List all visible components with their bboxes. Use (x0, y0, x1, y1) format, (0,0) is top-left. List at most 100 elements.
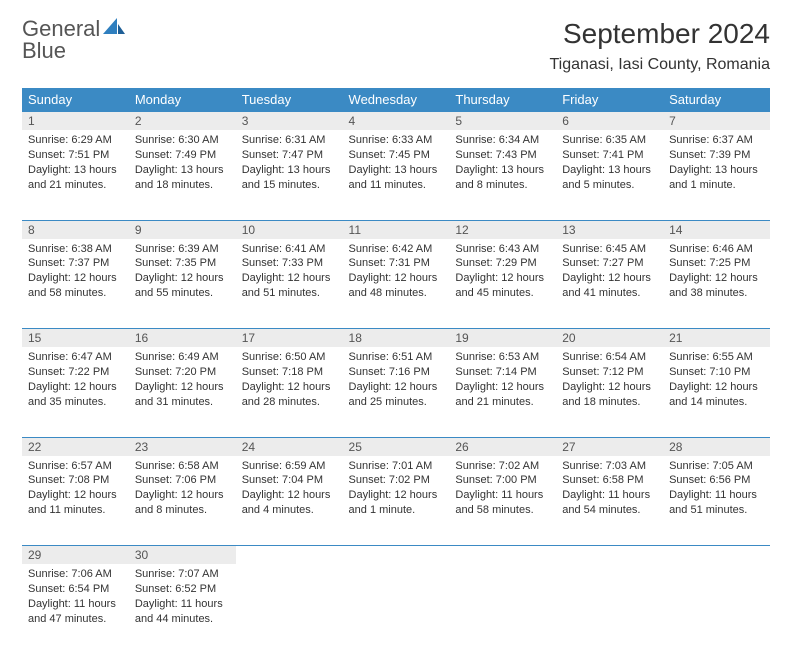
day-number-row: 22232425262728 (22, 437, 770, 456)
day-cell: Sunrise: 6:29 AMSunset: 7:51 PMDaylight:… (22, 130, 129, 220)
sunset-line: Sunset: 7:33 PM (242, 256, 337, 271)
daylight-line: Daylight: 12 hours and 35 minutes. (28, 380, 123, 410)
sunrise-line: Sunrise: 6:33 AM (349, 133, 444, 148)
title-block: September 2024 Tiganasi, Iasi County, Ro… (549, 18, 770, 74)
location: Tiganasi, Iasi County, Romania (549, 56, 770, 74)
day-number-row: 2930 (22, 546, 770, 565)
sunset-line: Sunset: 7:00 PM (455, 473, 550, 488)
sunrise-line: Sunrise: 6:35 AM (562, 133, 657, 148)
sunset-line: Sunset: 7:49 PM (135, 148, 230, 163)
sunset-line: Sunset: 7:25 PM (669, 256, 764, 271)
sunset-line: Sunset: 7:31 PM (349, 256, 444, 271)
day-number: 27 (556, 437, 663, 456)
day-cell: Sunrise: 6:35 AMSunset: 7:41 PMDaylight:… (556, 130, 663, 220)
day-cell: Sunrise: 7:02 AMSunset: 7:00 PMDaylight:… (449, 456, 556, 546)
month-title: September 2024 (549, 18, 770, 50)
day-cell: Sunrise: 7:01 AMSunset: 7:02 PMDaylight:… (343, 456, 450, 546)
daylight-line: Daylight: 12 hours and 31 minutes. (135, 380, 230, 410)
dow-header: Monday (129, 88, 236, 112)
empty-cell (343, 546, 450, 565)
day-number: 7 (663, 112, 770, 131)
day-number: 13 (556, 220, 663, 239)
brand-word2: Blue (22, 38, 66, 63)
daylight-line: Daylight: 12 hours and 55 minutes. (135, 271, 230, 301)
daylight-line: Daylight: 12 hours and 25 minutes. (349, 380, 444, 410)
day-cell: Sunrise: 6:50 AMSunset: 7:18 PMDaylight:… (236, 347, 343, 437)
day-number: 25 (343, 437, 450, 456)
day-cell: Sunrise: 6:43 AMSunset: 7:29 PMDaylight:… (449, 239, 556, 329)
sunset-line: Sunset: 7:12 PM (562, 365, 657, 380)
daylight-line: Daylight: 12 hours and 11 minutes. (28, 488, 123, 518)
sunrise-line: Sunrise: 6:51 AM (349, 350, 444, 365)
calendar-body: 1234567Sunrise: 6:29 AMSunset: 7:51 PMDa… (22, 112, 770, 654)
empty-cell (449, 546, 556, 565)
sunrise-line: Sunrise: 6:45 AM (562, 242, 657, 257)
dow-header: Sunday (22, 88, 129, 112)
sunrise-line: Sunrise: 6:49 AM (135, 350, 230, 365)
day-number: 2 (129, 112, 236, 131)
week-row: Sunrise: 6:47 AMSunset: 7:22 PMDaylight:… (22, 347, 770, 437)
sunset-line: Sunset: 6:56 PM (669, 473, 764, 488)
week-row: Sunrise: 6:57 AMSunset: 7:08 PMDaylight:… (22, 456, 770, 546)
sunrise-line: Sunrise: 6:55 AM (669, 350, 764, 365)
day-number-row: 891011121314 (22, 220, 770, 239)
daylight-line: Daylight: 12 hours and 14 minutes. (669, 380, 764, 410)
day-number: 8 (22, 220, 129, 239)
dow-header: Wednesday (343, 88, 450, 112)
daylight-line: Daylight: 11 hours and 51 minutes. (669, 488, 764, 518)
sunrise-line: Sunrise: 6:37 AM (669, 133, 764, 148)
daylight-line: Daylight: 11 hours and 58 minutes. (455, 488, 550, 518)
day-cell: Sunrise: 6:54 AMSunset: 7:12 PMDaylight:… (556, 347, 663, 437)
daylight-line: Daylight: 12 hours and 41 minutes. (562, 271, 657, 301)
empty-cell (556, 546, 663, 565)
sunset-line: Sunset: 7:41 PM (562, 148, 657, 163)
dow-header: Friday (556, 88, 663, 112)
sunset-line: Sunset: 7:43 PM (455, 148, 550, 163)
sunrise-line: Sunrise: 7:06 AM (28, 567, 123, 582)
sunset-line: Sunset: 7:10 PM (669, 365, 764, 380)
sunrise-line: Sunrise: 7:01 AM (349, 459, 444, 474)
sunset-line: Sunset: 7:06 PM (135, 473, 230, 488)
day-cell: Sunrise: 7:03 AMSunset: 6:58 PMDaylight:… (556, 456, 663, 546)
sunset-line: Sunset: 7:45 PM (349, 148, 444, 163)
sunrise-line: Sunrise: 6:59 AM (242, 459, 337, 474)
empty-cell (343, 564, 450, 654)
day-cell: Sunrise: 6:30 AMSunset: 7:49 PMDaylight:… (129, 130, 236, 220)
day-number: 12 (449, 220, 556, 239)
daylight-line: Daylight: 12 hours and 48 minutes. (349, 271, 444, 301)
empty-cell (449, 564, 556, 654)
day-cell: Sunrise: 6:51 AMSunset: 7:16 PMDaylight:… (343, 347, 450, 437)
sunset-line: Sunset: 7:29 PM (455, 256, 550, 271)
sunrise-line: Sunrise: 6:29 AM (28, 133, 123, 148)
day-number: 1 (22, 112, 129, 131)
empty-cell (236, 564, 343, 654)
sunrise-line: Sunrise: 6:42 AM (349, 242, 444, 257)
daylight-line: Daylight: 13 hours and 15 minutes. (242, 163, 337, 193)
sunset-line: Sunset: 7:04 PM (242, 473, 337, 488)
day-cell: Sunrise: 6:58 AMSunset: 7:06 PMDaylight:… (129, 456, 236, 546)
day-number: 21 (663, 329, 770, 348)
sunrise-line: Sunrise: 7:05 AM (669, 459, 764, 474)
day-number: 26 (449, 437, 556, 456)
sunrise-line: Sunrise: 6:50 AM (242, 350, 337, 365)
day-cell: Sunrise: 6:41 AMSunset: 7:33 PMDaylight:… (236, 239, 343, 329)
day-number: 17 (236, 329, 343, 348)
day-cell: Sunrise: 6:37 AMSunset: 7:39 PMDaylight:… (663, 130, 770, 220)
daylight-line: Daylight: 12 hours and 1 minute. (349, 488, 444, 518)
day-number: 3 (236, 112, 343, 131)
day-number: 18 (343, 329, 450, 348)
sunset-line: Sunset: 7:02 PM (349, 473, 444, 488)
sunset-line: Sunset: 6:52 PM (135, 582, 230, 597)
day-cell: Sunrise: 6:55 AMSunset: 7:10 PMDaylight:… (663, 347, 770, 437)
sunset-line: Sunset: 7:22 PM (28, 365, 123, 380)
day-number-row: 15161718192021 (22, 329, 770, 348)
daylight-line: Daylight: 12 hours and 18 minutes. (562, 380, 657, 410)
day-number: 4 (343, 112, 450, 131)
day-cell: Sunrise: 6:57 AMSunset: 7:08 PMDaylight:… (22, 456, 129, 546)
sunrise-line: Sunrise: 6:31 AM (242, 133, 337, 148)
day-number: 20 (556, 329, 663, 348)
day-number: 22 (22, 437, 129, 456)
daylight-line: Daylight: 12 hours and 4 minutes. (242, 488, 337, 518)
day-number: 30 (129, 546, 236, 565)
sunrise-line: Sunrise: 6:46 AM (669, 242, 764, 257)
